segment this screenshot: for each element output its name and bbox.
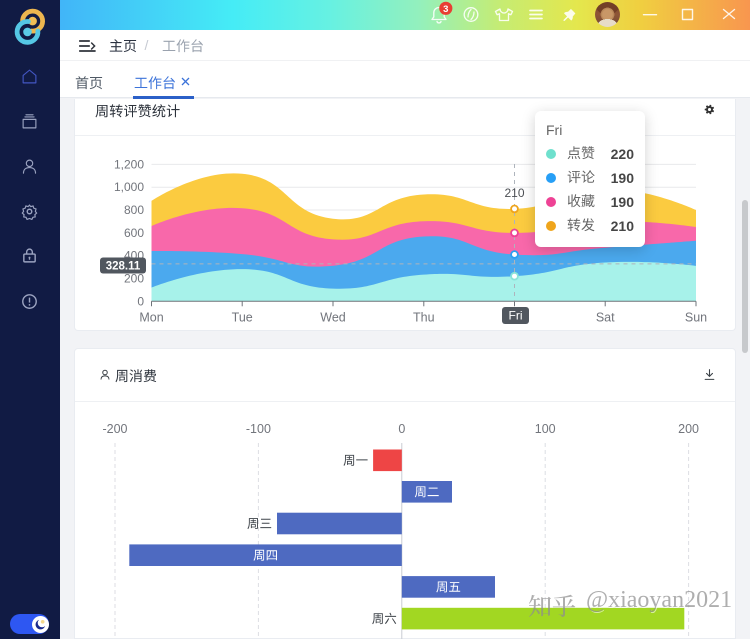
svg-text:Tue: Tue xyxy=(232,311,253,325)
svg-text:200: 200 xyxy=(124,272,144,286)
svg-text:800: 800 xyxy=(124,203,144,217)
svg-text:600: 600 xyxy=(124,226,144,240)
svg-text:-100: -100 xyxy=(246,422,271,436)
svg-text:200: 200 xyxy=(678,422,699,436)
svg-text:Mon: Mon xyxy=(139,311,163,325)
svg-text:0: 0 xyxy=(398,422,405,436)
svg-text:Fri: Fri xyxy=(509,309,523,323)
svg-text:1,200: 1,200 xyxy=(114,157,144,171)
svg-text:328.11: 328.11 xyxy=(106,261,141,273)
svg-text:210: 210 xyxy=(504,186,524,200)
svg-text:0: 0 xyxy=(137,294,144,308)
svg-text:3: 3 xyxy=(443,4,448,15)
svg-text:Wed: Wed xyxy=(320,311,346,325)
svg-text:1,000: 1,000 xyxy=(114,180,144,194)
svg-text:-200: -200 xyxy=(102,422,127,436)
svg-text:Thu: Thu xyxy=(413,311,435,325)
svg-text:Sun: Sun xyxy=(685,311,707,325)
svg-text:Sat: Sat xyxy=(596,311,615,325)
svg-text:100: 100 xyxy=(535,422,556,436)
